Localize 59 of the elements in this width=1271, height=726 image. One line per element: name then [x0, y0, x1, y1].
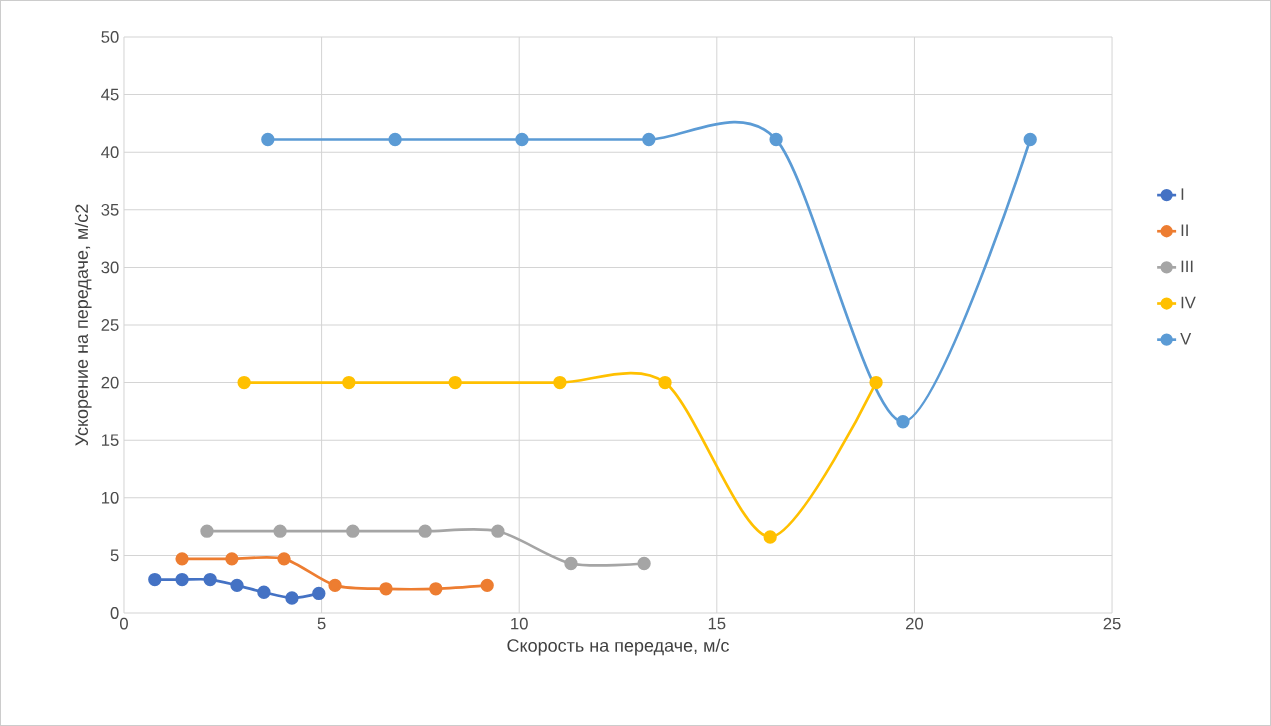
point [230, 578, 244, 593]
point [148, 572, 162, 587]
point [769, 132, 783, 147]
point [328, 578, 342, 593]
y-tick-label: 5 [110, 549, 119, 562]
x-tick-label: 25 [1103, 617, 1121, 630]
x-tick-label: 20 [905, 617, 924, 630]
point [448, 375, 462, 390]
x-tick-label: 10 [511, 617, 528, 630]
point [200, 524, 214, 538]
legend-label: V [1180, 332, 1192, 345]
point [869, 375, 883, 390]
point [379, 582, 393, 596]
point [637, 556, 651, 571]
x-tick-label: 5 [317, 617, 326, 630]
point [658, 375, 672, 390]
x-tick-label: 15 [708, 617, 726, 630]
y-tick-label: 40 [101, 146, 119, 159]
point [429, 582, 443, 596]
point [491, 524, 505, 538]
y-tick-label: 20 [101, 376, 119, 389]
point [312, 586, 326, 601]
legend-label: III [1181, 260, 1193, 273]
point [418, 524, 432, 538]
y-tick-label: 45 [101, 88, 119, 101]
point [642, 132, 656, 147]
point [257, 585, 271, 599]
point [261, 132, 275, 147]
point [896, 415, 910, 429]
legend-label: IV [1181, 296, 1196, 309]
y-tick-label: 0 [110, 607, 119, 619]
y-tick-label: 35 [101, 203, 119, 216]
point [1023, 132, 1037, 147]
legend-label: II [1181, 224, 1188, 236]
x-tick-label: 0 [119, 617, 128, 630]
point [203, 572, 217, 587]
point [277, 552, 291, 566]
point [763, 530, 777, 544]
y-tick-label: 50 [101, 31, 119, 43]
point [237, 375, 251, 390]
point [175, 552, 189, 566]
legend-label: I [1181, 188, 1184, 200]
point [564, 556, 578, 571]
y-tick-label: 25 [101, 319, 119, 331]
point [553, 375, 567, 390]
point [225, 552, 239, 566]
point [285, 591, 299, 605]
point [273, 524, 287, 538]
point [388, 132, 402, 147]
point [175, 572, 189, 587]
y-tick-label: 10 [102, 491, 119, 504]
y-tick-label: 15 [102, 434, 119, 447]
x-axis-title: Скорость на передаче, м/с [507, 638, 729, 656]
point [342, 375, 356, 390]
y-axis-title: Ускорение на передаче, м/с2 [74, 204, 92, 446]
point [515, 132, 529, 147]
point [480, 578, 494, 593]
y-tick-label: 30 [101, 261, 119, 274]
point [346, 524, 360, 538]
